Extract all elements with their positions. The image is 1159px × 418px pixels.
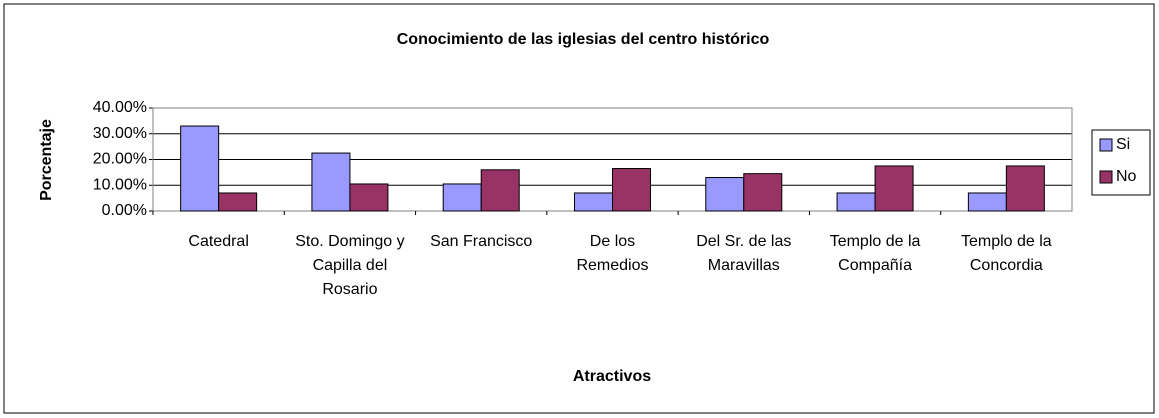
legend-label: Si (1116, 136, 1130, 153)
y-axis-label: Porcentaje (38, 119, 55, 201)
bar (180, 125, 220, 212)
bar (349, 183, 389, 212)
bar (480, 169, 520, 212)
x-tick-label: De los Remedios (576, 233, 649, 274)
bar (218, 192, 258, 212)
y-tick-label: 30.00% (93, 125, 147, 142)
bar (967, 192, 1007, 212)
x-tick-label: Catedral (188, 233, 249, 250)
bar (1005, 165, 1045, 212)
y-tick-label: 20.00% (93, 151, 147, 168)
chart-title: Conocimiento de las iglesias del centro … (397, 31, 770, 48)
legend-swatch (1099, 138, 1113, 152)
bar (743, 173, 783, 212)
y-tick-label: 0.00% (102, 202, 147, 219)
bar (574, 192, 613, 212)
bar (874, 165, 914, 212)
x-tick-label: Templo de la Compañía (829, 233, 921, 274)
bar (311, 152, 351, 212)
bar (612, 168, 651, 212)
x-tick-label: Sto. Domingo y Capilla del Rosario (295, 233, 405, 298)
bar (836, 192, 876, 212)
y-tick-label: 40.00% (93, 99, 147, 116)
bar (705, 177, 745, 212)
x-axis-label: Atractivos (573, 368, 651, 385)
y-tick-label: 10.00% (93, 176, 147, 193)
x-tick-label: Templo de la Concordia (960, 233, 1052, 274)
bar (442, 183, 482, 212)
x-tick-label: San Francisco (430, 233, 533, 250)
x-tick-label: Del Sr. de las Maravillas (696, 233, 792, 274)
legend-label: No (1116, 168, 1137, 185)
legend-swatch (1099, 170, 1113, 184)
